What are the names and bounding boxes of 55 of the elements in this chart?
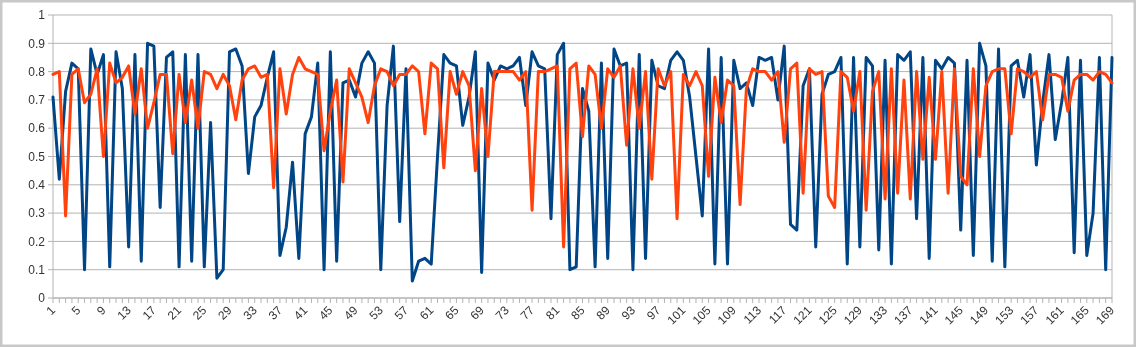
- y-tick-label: 0.7: [28, 93, 46, 108]
- x-tick-label: 85: [568, 302, 588, 323]
- x-tick-label: 93: [618, 302, 639, 323]
- x-tick-label: 5: [68, 302, 84, 318]
- line-series: [51, 41, 1114, 283]
- y-tick-label: 0.5: [28, 149, 46, 164]
- x-tick-label: 25: [190, 302, 210, 323]
- x-tick-label: 81: [543, 302, 563, 323]
- x-tick-label: 109: [714, 302, 740, 328]
- x-tick-label: 129: [840, 302, 866, 328]
- y-tick-label: 0.6: [28, 121, 46, 136]
- x-tick-label: 73: [492, 302, 513, 323]
- line-series: [51, 55, 1114, 249]
- y-tick-label: 1: [38, 8, 46, 23]
- x-tick-label: 97: [643, 302, 664, 323]
- x-tick-label: 17: [139, 302, 160, 323]
- x-tick-label: 49: [341, 302, 361, 323]
- x-tick-label: 153: [992, 302, 1017, 328]
- x-tick-label: 133: [866, 302, 891, 328]
- x-tick-label: 105: [689, 302, 714, 328]
- x-tick-label: 117: [765, 302, 790, 327]
- x-tick-label: 21: [164, 302, 185, 323]
- x-tick-label: 37: [265, 302, 286, 323]
- x-tick-label: 13: [114, 302, 134, 323]
- y-tick-label: 0: [38, 291, 46, 306]
- x-tick-label: 77: [517, 302, 538, 323]
- x-tick-label: 33: [240, 302, 261, 323]
- x-tick-label: 169: [1093, 302, 1118, 328]
- y-tick-label: 0.1: [28, 262, 46, 277]
- x-tick-label: 65: [442, 302, 462, 323]
- y-tick-label: 0.9: [28, 36, 46, 51]
- x-tick-label: 121: [790, 302, 815, 328]
- x-tick-label: 165: [1067, 302, 1093, 328]
- x-tick-label: 9: [93, 302, 109, 318]
- x-tick-label: 89: [593, 302, 614, 323]
- x-tick-label: 45: [316, 302, 336, 323]
- x-tick-label: 113: [740, 302, 765, 327]
- x-tick-label: 149: [966, 302, 992, 328]
- x-tick-label: 53: [366, 302, 387, 323]
- x-tick-label: 145: [941, 302, 967, 328]
- x-tick-label: 29: [215, 302, 235, 323]
- x-tick-label: 157: [1017, 302, 1042, 328]
- x-tick-label: 101: [664, 302, 689, 328]
- x-tick-label: 61: [416, 302, 437, 323]
- x-tick-label: 137: [891, 302, 916, 328]
- y-tick-label: 0.4: [28, 178, 46, 192]
- y-tick-label: 0.2: [28, 234, 46, 249]
- x-tick-label: 69: [467, 302, 487, 323]
- x-tick-label: 57: [391, 302, 412, 323]
- x-tick-label: 41: [290, 302, 311, 323]
- x-tick-label: 125: [815, 302, 840, 328]
- y-tick-label: 0.3: [28, 206, 46, 221]
- x-tick-label: 141: [916, 302, 941, 328]
- y-tick-label: 0.8: [28, 64, 46, 79]
- x-tick-label: 161: [1042, 302, 1067, 328]
